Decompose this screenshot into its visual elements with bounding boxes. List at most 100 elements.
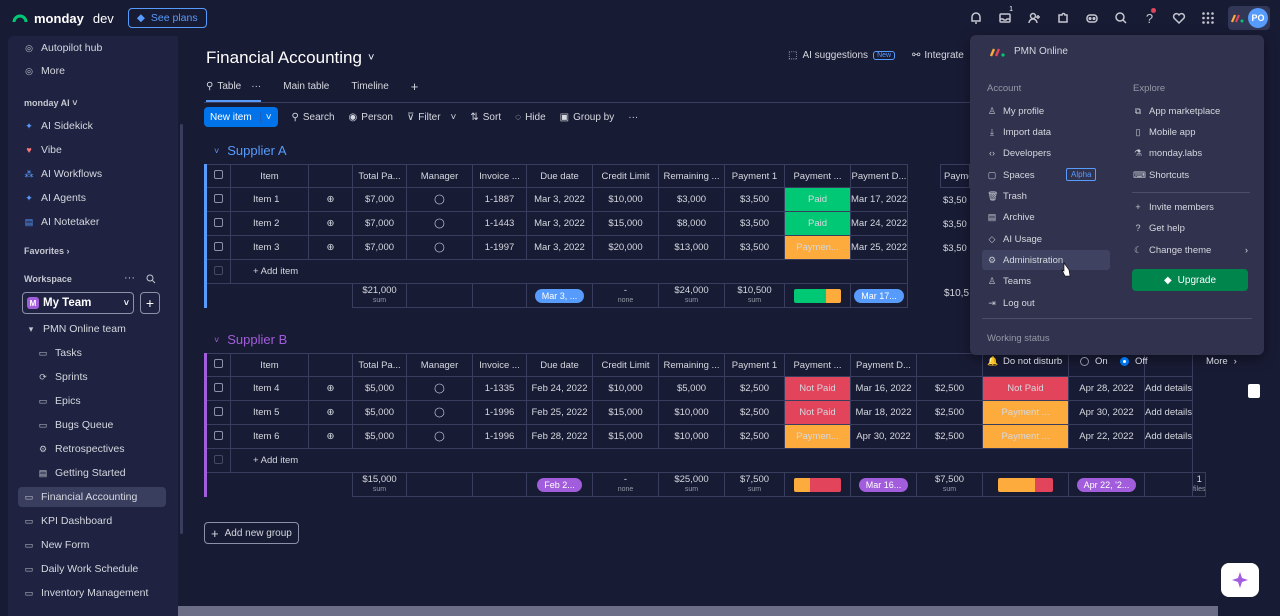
- cell-remaining[interactable]: $10,000: [658, 424, 725, 449]
- add-item-label[interactable]: + Add item: [230, 259, 908, 284]
- search-button[interactable]: ⚲ Search: [292, 112, 335, 123]
- status-cell[interactable]: Paid: [784, 187, 851, 212]
- hide-button[interactable]: ◌ Hide: [515, 112, 546, 123]
- manager-cell[interactable]: ◯: [406, 376, 473, 401]
- manager-cell[interactable]: ◯: [406, 235, 473, 260]
- column-header[interactable]: Invoice ...: [472, 353, 527, 377]
- group-header-supplier-b[interactable]: ˅ Supplier B: [214, 332, 287, 347]
- item-name[interactable]: Item 4: [230, 376, 309, 401]
- column-header[interactable]: Payme: [940, 164, 970, 188]
- row-checkbox[interactable]: [205, 187, 231, 212]
- cell-payment-date[interactable]: Mar 17, 2022: [850, 187, 908, 212]
- cell-payment-date[interactable]: Mar 18, 2022: [850, 400, 917, 425]
- cell-total[interactable]: $5,000: [352, 400, 407, 425]
- menu-item-shortcuts[interactable]: ⌨ Shortcuts: [1133, 167, 1189, 183]
- cell-payment-date[interactable]: Mar 25, 2022: [850, 235, 908, 260]
- tab-main-table[interactable]: Main table: [283, 76, 329, 96]
- cell-remaining[interactable]: $5,000: [658, 376, 725, 401]
- sidebar-item-daily-work-schedule[interactable]: ▭ Daily Work Schedule: [24, 559, 139, 579]
- table-row[interactable]: Item 3 ⊕ $7,000 ◯ 1-1997 Mar 3, 2022 $20…: [205, 235, 908, 260]
- group-by-button[interactable]: ▣ Group by: [560, 112, 615, 123]
- menu-item-teams[interactable]: ♙ Teams: [987, 273, 1031, 289]
- tab-timeline[interactable]: Timeline: [351, 76, 388, 96]
- working-status-more[interactable]: More ›: [1206, 353, 1237, 369]
- cell-credit[interactable]: $15,000: [592, 424, 659, 449]
- add-new-group-button[interactable]: + Add new group: [204, 522, 299, 544]
- cell-remaining[interactable]: $10,000: [658, 400, 725, 425]
- manager-cell[interactable]: ◯: [406, 187, 473, 212]
- cell-payment-2[interactable]: $2,500: [916, 424, 983, 449]
- column-header[interactable]: Payment D...: [850, 353, 917, 377]
- status-cell[interactable]: Paymen...: [784, 235, 851, 260]
- status-cell[interactable]: Not Paid: [784, 376, 851, 401]
- table-row[interactable]: Item 1 ⊕ $7,000 ◯ 1-1887 Mar 3, 2022 $10…: [205, 187, 908, 212]
- column-header[interactable]: Payment ...: [784, 353, 851, 377]
- sidebar-item-autopilot[interactable]: ◎ Autopilot hub: [24, 38, 102, 58]
- column-header[interactable]: Payment 1: [724, 164, 785, 188]
- sidebar-item-new-form[interactable]: ▭ New Form: [24, 535, 90, 555]
- row-checkbox[interactable]: [205, 376, 231, 401]
- help-button[interactable]: ?: [1135, 6, 1164, 30]
- menu-item-invite-members[interactable]: + Invite members: [1133, 199, 1214, 215]
- apps-button[interactable]: [1048, 6, 1077, 30]
- ai-suggestions-button[interactable]: ⬚ AI suggestions New: [788, 50, 896, 61]
- file-icon[interactable]: [1248, 384, 1260, 398]
- column-header[interactable]: Credit Limit: [592, 353, 659, 377]
- add-item-label[interactable]: + Add item: [229, 448, 1194, 473]
- cell-total[interactable]: $7,000: [352, 211, 407, 236]
- menu-item-my-profile[interactable]: ♙ My profile: [987, 103, 1044, 119]
- table-row[interactable]: Item 5 ⊕ $5,000 ◯ 1-1996 Feb 25, 2022 $1…: [205, 400, 1206, 425]
- cell-payment-date-2[interactable]: Apr 30, 2022: [1068, 400, 1145, 425]
- cell-invoice[interactable]: 1-1887: [472, 187, 527, 212]
- column-header[interactable]: Item: [230, 353, 309, 377]
- integrate-button[interactable]: ⚯ Integrate: [912, 50, 964, 61]
- cell-credit[interactable]: $15,000: [592, 211, 659, 236]
- column-header[interactable]: Remaining ...: [658, 353, 725, 377]
- cell-payment-date-2[interactable]: Apr 22, 2022: [1068, 424, 1145, 449]
- manager-cell[interactable]: ◯: [406, 400, 473, 425]
- cell-payment-1[interactable]: $2,500: [724, 376, 785, 401]
- sidebar-item-inventory-management[interactable]: ▭ Inventory Management: [24, 583, 149, 603]
- add-workspace-item-button[interactable]: +: [140, 292, 160, 314]
- sidebar-item-more[interactable]: ◎ More: [24, 61, 65, 81]
- add-update-button[interactable]: ⊕: [308, 424, 353, 449]
- cell-payment-1[interactable]: $3,500: [724, 211, 785, 236]
- add-item-row[interactable]: + Add item: [205, 448, 1206, 473]
- cell-payment-2[interactable]: $3,50: [943, 194, 967, 206]
- column-header[interactable]: Total Pa...: [352, 164, 407, 188]
- dnd-on-radio[interactable]: On: [1080, 353, 1108, 369]
- manager-cell[interactable]: ◯: [406, 211, 473, 236]
- cell-remaining[interactable]: $3,000: [658, 187, 725, 212]
- cell-payment-2[interactable]: $3,50: [943, 218, 967, 230]
- column-header[interactable]: Due date: [526, 164, 593, 188]
- column-header[interactable]: Invoice ...: [472, 164, 527, 188]
- item-name[interactable]: Item 6: [230, 424, 309, 449]
- cell-payment-2[interactable]: $2,500: [916, 376, 983, 401]
- cell-credit[interactable]: $10,000: [592, 187, 659, 212]
- cell-payment-date-2[interactable]: Apr 28, 2022: [1068, 376, 1145, 401]
- sidebar-item-tasks[interactable]: ▭ Tasks: [38, 343, 82, 363]
- cell-invoice[interactable]: 1-1443: [472, 211, 527, 236]
- sidebar-item-epics[interactable]: ▭ Epics: [38, 391, 81, 411]
- cell-due-date[interactable]: Feb 25, 2022: [526, 400, 593, 425]
- ai-assistant-button[interactable]: [1221, 563, 1259, 597]
- column-header[interactable]: Remaining ...: [658, 164, 725, 188]
- cell-payment-1[interactable]: $2,500: [724, 424, 785, 449]
- cell-payment-date[interactable]: Mar 24, 2022: [850, 211, 908, 236]
- board-title[interactable]: Financial Accounting ˅: [206, 48, 374, 68]
- add-details-button[interactable]: Add details: [1143, 424, 1194, 449]
- cell-total[interactable]: $7,000: [352, 235, 407, 260]
- status-cell[interactable]: Paid: [784, 211, 851, 236]
- cell-due-date[interactable]: Mar 3, 2022: [526, 235, 593, 260]
- sidebar-item-ai-workflows[interactable]: ⁂ AI Workflows: [24, 164, 103, 184]
- cell-due-date[interactable]: Feb 24, 2022: [526, 376, 593, 401]
- column-header[interactable]: Payment D...: [850, 164, 908, 188]
- cell-remaining[interactable]: $8,000: [658, 211, 725, 236]
- sidebar-item-kpi-dashboard[interactable]: ▭ KPI Dashboard: [24, 511, 112, 531]
- status-cell-2[interactable]: Not Paid: [982, 376, 1069, 401]
- menu-item-import-data[interactable]: ⤓ Import data: [987, 124, 1051, 140]
- add-details-button[interactable]: Add details: [1143, 400, 1194, 425]
- select-all-checkbox[interactable]: [205, 353, 231, 377]
- workspace-options-icon[interactable]: ···: [124, 272, 135, 284]
- menu-item-monday-labs[interactable]: ⚗ monday.labs: [1133, 145, 1202, 161]
